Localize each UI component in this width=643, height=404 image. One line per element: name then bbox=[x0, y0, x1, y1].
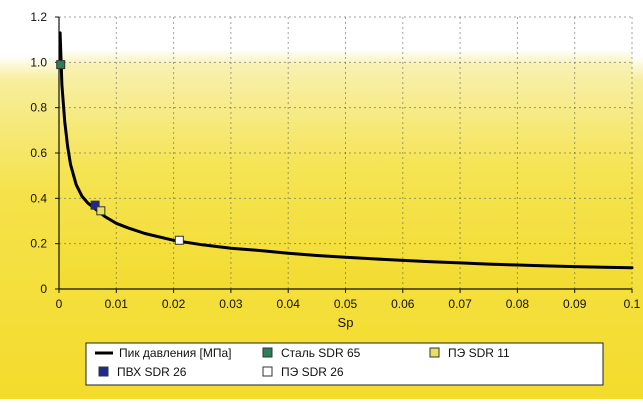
legend-label: Пик давления [МПа] bbox=[119, 346, 232, 360]
y-tick-label: 0.6 bbox=[30, 146, 47, 160]
legend-label: Сталь SDR 65 bbox=[281, 346, 361, 360]
legend-box bbox=[85, 342, 604, 386]
x-tick-label: 0 bbox=[56, 297, 63, 311]
y-tick-label: 0.2 bbox=[30, 237, 47, 251]
grid-lines bbox=[59, 16, 633, 289]
x-tick-label: 0.08 bbox=[506, 297, 530, 311]
x-tick-label: 0.03 bbox=[219, 297, 243, 311]
y-tick-label: 1.2 bbox=[30, 10, 47, 24]
y-tick-label: 0.8 bbox=[30, 101, 47, 115]
x-axis-label: Sp bbox=[338, 315, 354, 330]
legend-swatch-box bbox=[98, 366, 109, 377]
data-marker bbox=[56, 60, 66, 70]
legend-label: ПЭ SDR 26 bbox=[281, 365, 344, 379]
x-tick-label: 0.07 bbox=[448, 297, 472, 311]
y-tick-label: 0 bbox=[40, 282, 47, 296]
x-tick-label: 0.02 bbox=[162, 297, 186, 311]
x-tick-label: 0.05 bbox=[334, 297, 358, 311]
series-layer bbox=[58, 31, 634, 270]
x-tick-label: 0.04 bbox=[277, 297, 301, 311]
y-tick-label: 0.4 bbox=[30, 191, 47, 205]
series-line bbox=[58, 31, 634, 270]
y-tick-label: 1.0 bbox=[30, 55, 47, 69]
legend-swatch-box bbox=[262, 347, 273, 358]
x-tick-label: 0.06 bbox=[391, 297, 415, 311]
legend-label: ПЭ SDR 11 bbox=[448, 346, 510, 360]
data-marker bbox=[90, 200, 100, 210]
data-marker bbox=[96, 206, 106, 216]
x-tick-label: 0.09 bbox=[563, 297, 587, 311]
y-tick-labels: 0 0.2 0.4 0.6 0.8 1.0 1.2 bbox=[30, 10, 59, 296]
data-marker bbox=[174, 235, 184, 245]
legend-swatch-box bbox=[262, 366, 273, 377]
x-tick-label: 0.01 bbox=[105, 297, 129, 311]
legend: Пик давления [МПа] Сталь SDR 65 ПЭ SDR 11 П… bbox=[85, 342, 604, 386]
markers-layer bbox=[56, 60, 184, 245]
x-tick-label: 0.1 bbox=[624, 297, 641, 311]
legend-label: ПВХ SDR 26 bbox=[117, 365, 187, 379]
legend-swatch-box bbox=[429, 347, 440, 358]
x-tick-labels: 0 0.01 0.02 0.03 0.04 0.05 0.06 0.07 0.08 0.09 0.1 bbox=[56, 289, 641, 311]
